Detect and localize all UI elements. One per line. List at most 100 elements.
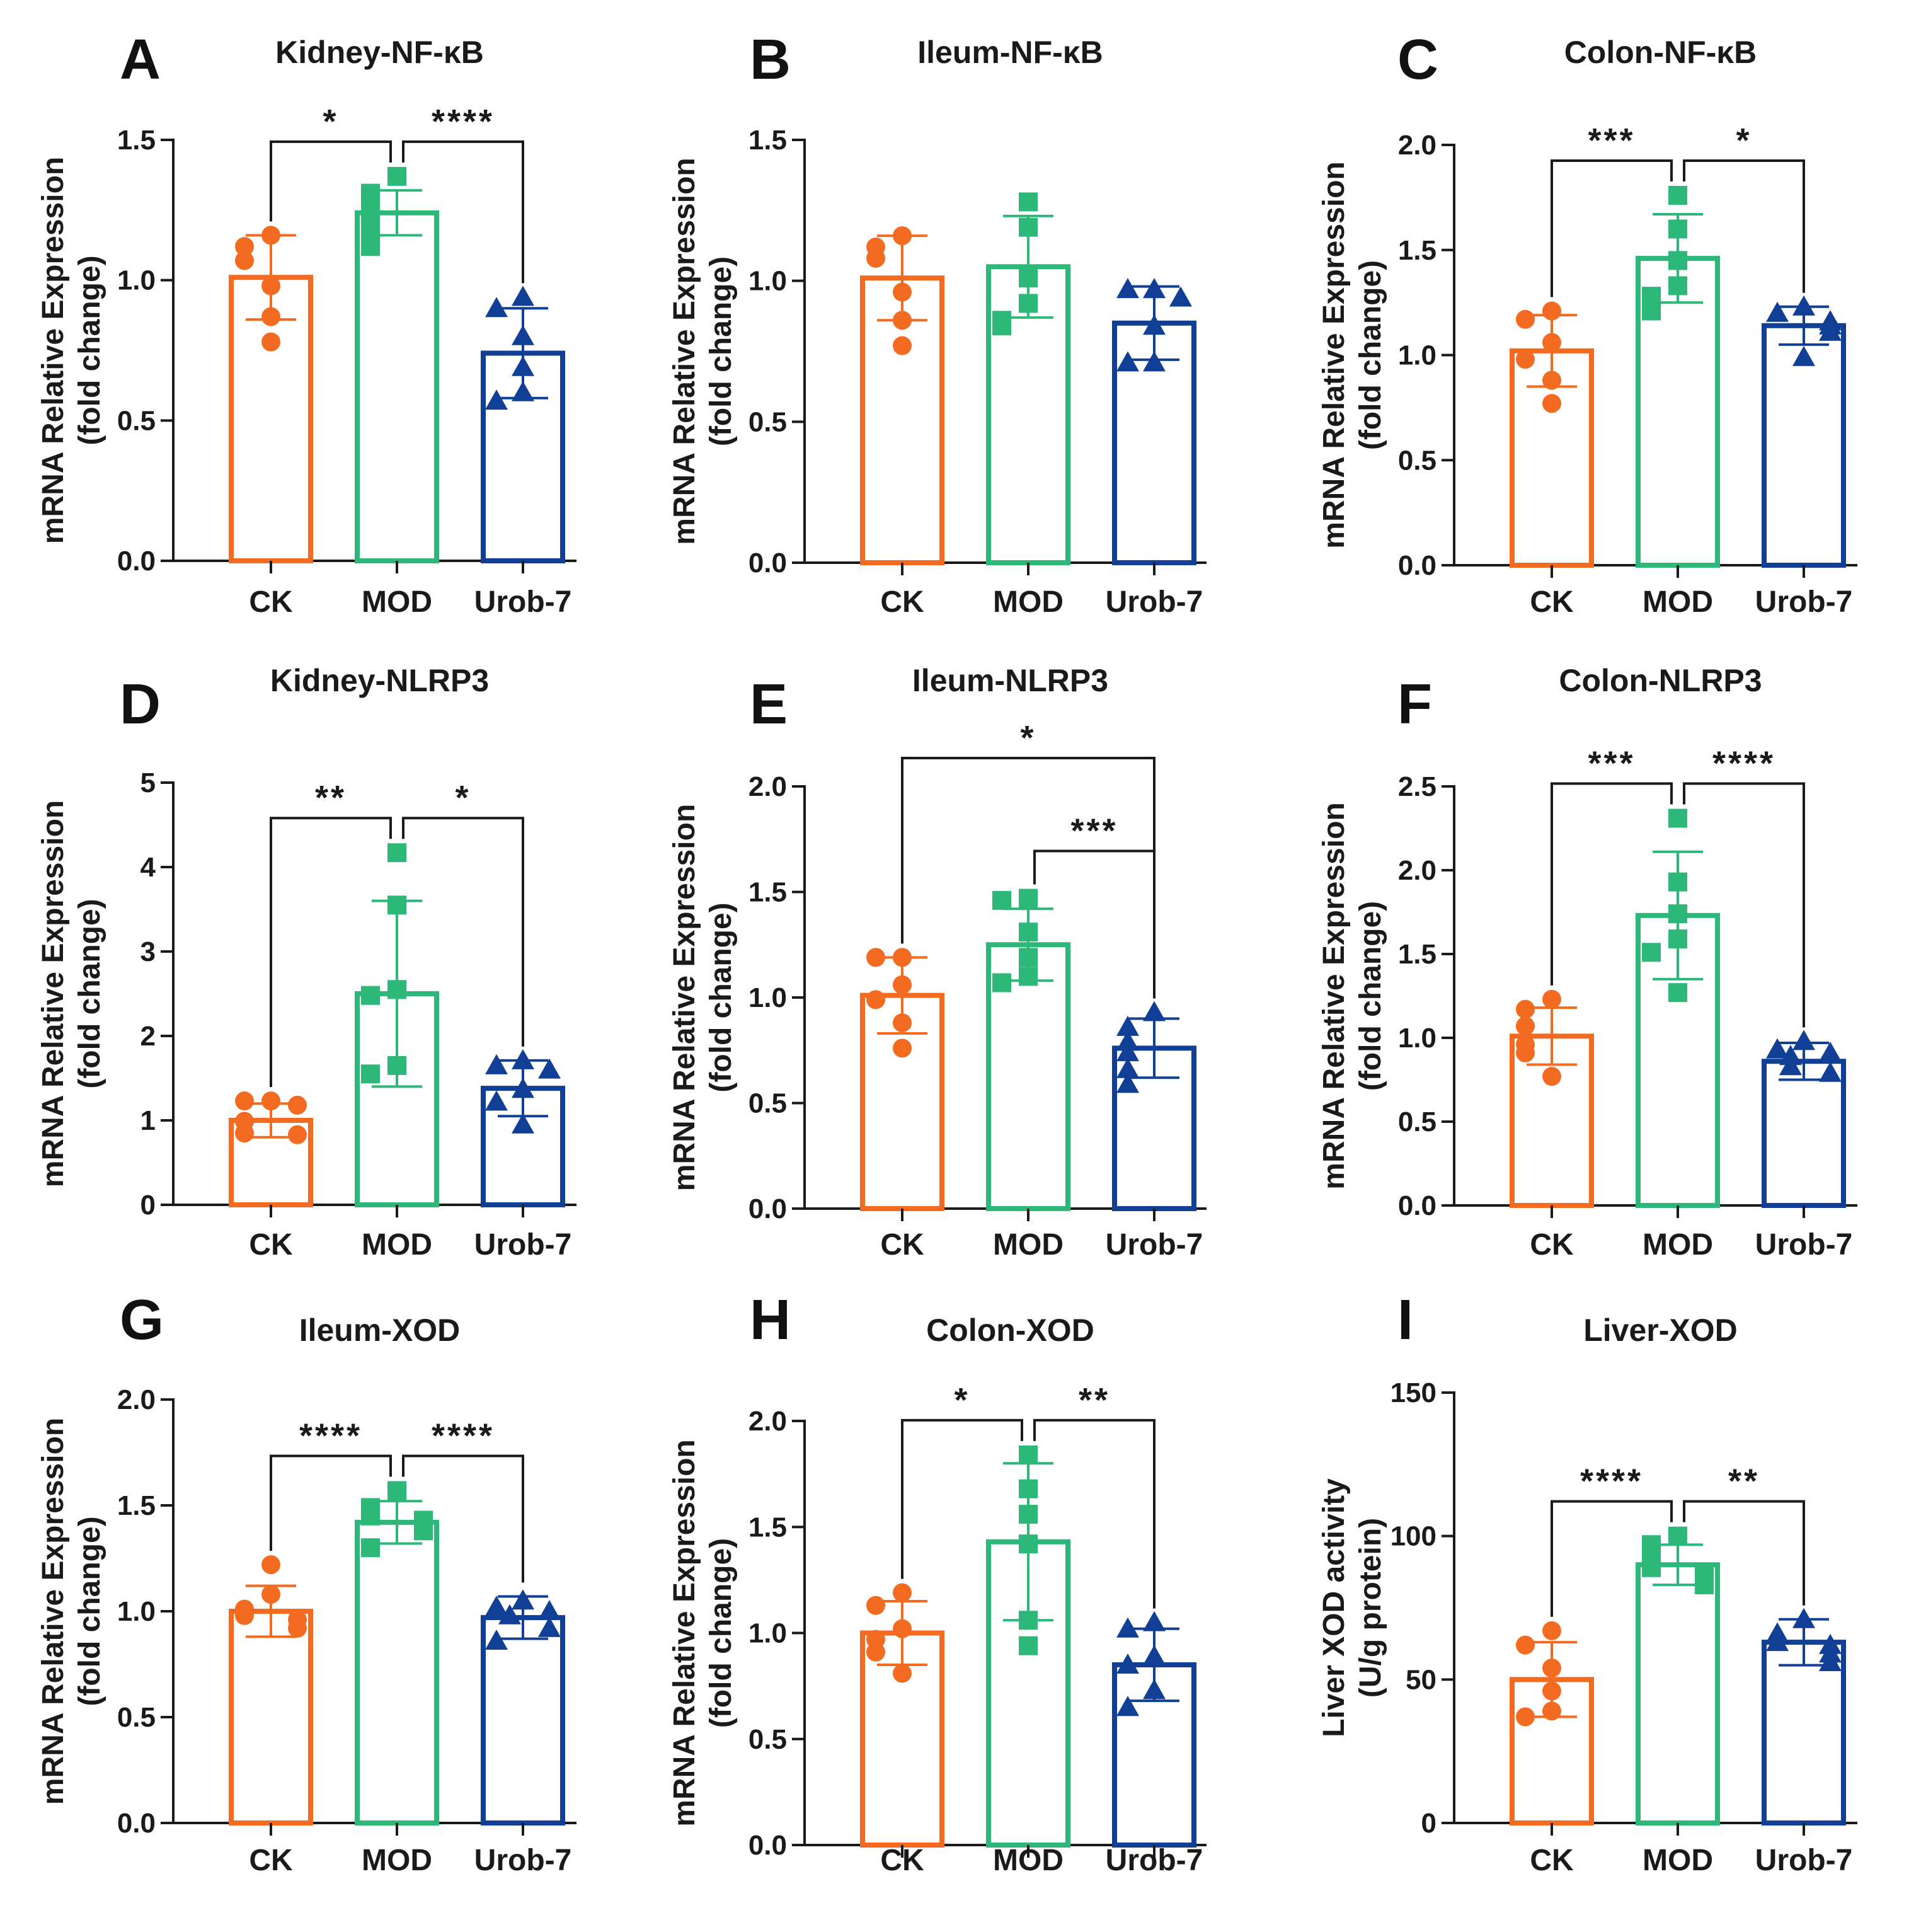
data-point: [485, 297, 508, 318]
data-point: [1819, 1061, 1842, 1082]
data-point: [538, 1600, 561, 1620]
significance-label: **: [1079, 1381, 1110, 1419]
x-tick-label: MOD: [362, 585, 432, 619]
y-tick-label: 1.0: [117, 265, 156, 296]
y-axis-label-line: mRNA Relative Expression: [668, 804, 701, 1191]
y-tick-label: 0: [1421, 1808, 1436, 1839]
y-axis-label: mRNA Relative Expression (fold change): [668, 1439, 738, 1826]
data-point: [512, 1113, 534, 1134]
x-tick-label: MOD: [993, 1844, 1064, 1877]
x-tick-label: CK: [880, 1228, 924, 1262]
y-tick-label: 0.0: [117, 546, 156, 577]
y-axis-label: mRNA Relative Expression (fold change): [37, 800, 106, 1187]
data-point: [538, 1616, 561, 1637]
chart-title: Kidney-NLRP3: [270, 663, 489, 698]
y-axis-label-line: mRNA Relative Expression: [1317, 802, 1351, 1189]
y-axis-label: mRNA Relative Expression (fold change): [668, 158, 738, 544]
data-point: [538, 1058, 561, 1079]
y-tick-label: 150: [1391, 1377, 1436, 1408]
data-point: [261, 1555, 280, 1575]
y-tick-label: 1.0: [1398, 1023, 1436, 1054]
significance-label: *: [1736, 122, 1752, 159]
data-point: [387, 1481, 406, 1500]
panel-letter: G: [120, 1289, 164, 1352]
y-tick-label: 1.0: [1398, 340, 1436, 371]
significance-bracket: [270, 817, 392, 1088]
x-tick-label: MOD: [993, 585, 1064, 619]
panel-letter: I: [1397, 1289, 1413, 1352]
y-tick-label: 5: [140, 768, 156, 798]
significance-label: *: [1020, 719, 1036, 757]
chart-title: Ileum-NLRP3: [912, 663, 1108, 698]
x-tick-label: CK: [249, 1228, 293, 1262]
data-point: [361, 1506, 380, 1526]
data-point: [1516, 1016, 1535, 1036]
data-point: [361, 986, 380, 1005]
data-point: [1116, 1696, 1139, 1716]
y-axis-label-line: mRNA Relative Expression: [37, 157, 70, 544]
y-axis-label-line: Liver XOD activity: [1317, 1478, 1351, 1737]
data-point: [1116, 1057, 1139, 1078]
significance-label: ****: [299, 1417, 362, 1454]
data-point: [1668, 983, 1687, 1003]
data-point: [1516, 999, 1535, 1019]
x-tick-label: CK: [249, 1844, 293, 1877]
significance-bracket: [901, 757, 1155, 999]
y-axis-label-line: (fold change): [1354, 901, 1387, 1091]
significance-bracket: [901, 1418, 1023, 1579]
data-point: [361, 183, 380, 203]
significance-label: **: [315, 779, 347, 817]
data-point: [1516, 1043, 1535, 1062]
y-tick-label: 1.5: [1398, 939, 1436, 970]
data-point: [1116, 1653, 1139, 1674]
data-point: [992, 890, 1011, 910]
data-point: [485, 1596, 508, 1616]
x-tick-label: CK: [1530, 1844, 1574, 1877]
bar-ck: [229, 1609, 313, 1826]
data-point: [235, 1606, 254, 1625]
y-tick-label: 1.5: [748, 125, 787, 156]
panel-letter: A: [120, 28, 161, 91]
y-tick-label: 0.0: [748, 1193, 787, 1224]
y-axis-label-line: mRNA Relative Expression: [37, 800, 70, 1187]
data-point: [1642, 943, 1661, 962]
x-tick-label: Urob-7: [1755, 1844, 1853, 1877]
y-tick-label: 1: [140, 1105, 156, 1136]
data-point: [361, 1064, 380, 1084]
significance-bracket: [402, 817, 524, 1047]
data-point: [485, 1090, 508, 1111]
chart-title: Ileum-XOD: [299, 1313, 461, 1348]
y-tick-label: 0.0: [117, 1808, 156, 1839]
panel-c: C Colon-NF-κB mRNA Relative Expression (fol…: [1317, 28, 1857, 619]
x-tick-label: Urob-7: [1755, 585, 1853, 619]
data-point: [235, 1091, 254, 1111]
data-point: [1116, 1617, 1139, 1638]
y-tick-label: 0.5: [117, 405, 156, 436]
significance-label: ***: [1588, 122, 1635, 159]
data-point: [1019, 1445, 1038, 1464]
data-point: [1116, 1041, 1139, 1062]
panel-letter: B: [750, 28, 791, 91]
bar-mod: [1636, 1562, 1720, 1826]
y-tick-label: 1.0: [748, 1618, 787, 1649]
y-tick-label: 0.0: [748, 1830, 787, 1861]
data-point: [261, 332, 280, 352]
y-axis-label-line: mRNA Relative Expression: [37, 1418, 70, 1805]
data-point: [1819, 1041, 1842, 1062]
y-tick-label: 1.0: [117, 1596, 156, 1627]
bar-urob-7: [1762, 1059, 1846, 1208]
data-point: [866, 948, 885, 967]
data-point: [485, 1630, 508, 1650]
data-point: [866, 1642, 885, 1662]
significance-bracket: [1551, 159, 1673, 297]
data-point: [361, 206, 380, 226]
y-tick-label: 1.5: [117, 1490, 156, 1521]
y-tick-label: 0.0: [1398, 550, 1436, 581]
significance-label: ***: [1070, 812, 1118, 850]
x-tick-label: MOD: [362, 1228, 432, 1262]
data-point: [1542, 989, 1561, 1009]
bar-mod: [355, 210, 439, 563]
y-tick-label: 2: [140, 1021, 156, 1052]
data-point: [1792, 1030, 1815, 1050]
